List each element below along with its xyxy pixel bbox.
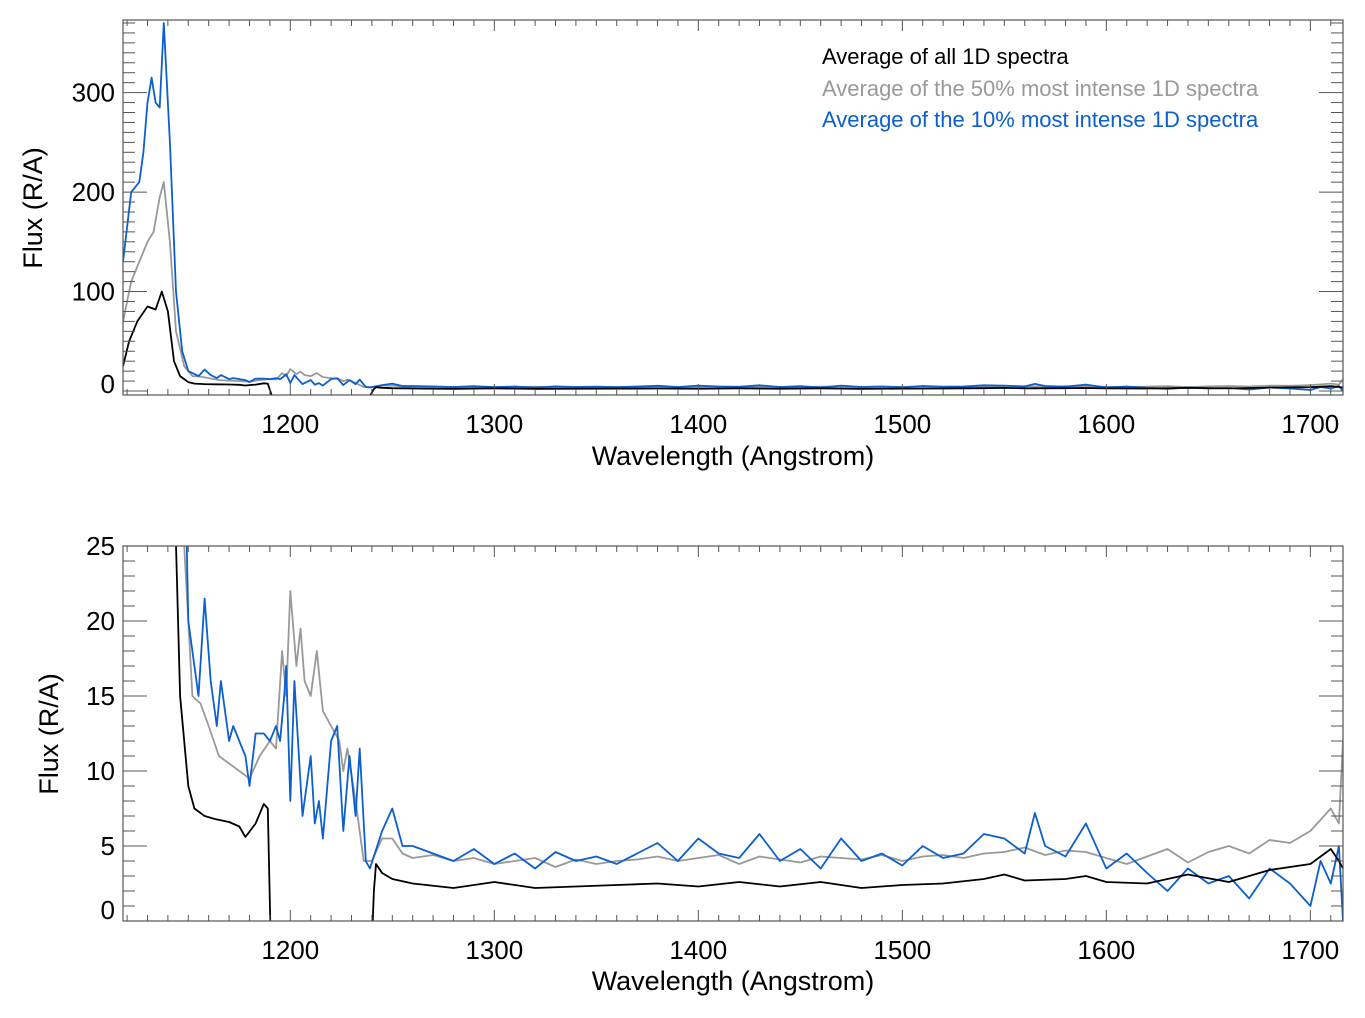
x-tick-label: 1500 (873, 935, 931, 965)
x-tick-label: 1700 (1281, 409, 1339, 439)
x-tick-label: 1200 (261, 409, 319, 439)
x-tick-label: 1700 (1281, 935, 1339, 965)
series-line-all (123, 290, 1343, 395)
y-tick-label: 0 (101, 369, 115, 399)
lower-panel: Wavelength (Angstrom) Flux (R/A) 1200 130… (34, 531, 1344, 996)
y-tick-label: 0 (101, 895, 115, 925)
series-line-10pct (185, 546, 1343, 921)
legend-entry-10pct: Average of the 10% most intense 1D spect… (822, 107, 1259, 132)
x-tick-label: 1600 (1077, 409, 1135, 439)
x-tick-label: 1400 (669, 409, 727, 439)
x-axis-label: Wavelength (Angstrom) (592, 441, 875, 471)
legend: Average of all 1D spectra Average of the… (822, 44, 1259, 132)
x-tick-label: 1200 (261, 935, 319, 965)
series-line-all (123, 546, 1343, 921)
series-line-50pct (123, 181, 1343, 389)
x-tick-label: 1300 (465, 409, 523, 439)
y-tick-label: 300 (72, 78, 115, 108)
y-tick-label: 20 (86, 606, 115, 636)
series-line-10pct (123, 22, 1343, 392)
y-tick-label: 200 (72, 177, 115, 207)
y-tick-label: 15 (86, 681, 115, 711)
y-tick-label: 25 (86, 531, 115, 561)
legend-entry-all: Average of all 1D spectra (822, 44, 1069, 69)
x-tick-label: 1400 (669, 935, 727, 965)
x-tick-label: 1300 (465, 935, 523, 965)
x-axis-label: Wavelength (Angstrom) (592, 966, 875, 996)
plot-frame (122, 19, 1344, 396)
y-tick-label: 5 (101, 831, 115, 861)
legend-entry-50pct: Average of the 50% most intense 1D spect… (822, 76, 1259, 101)
x-tick-label: 1600 (1077, 935, 1135, 965)
upper-panel: Wavelength (Angstrom) Flux (R/A) Average… (18, 19, 1344, 471)
y-tick-label: 10 (86, 756, 115, 786)
plot-frame (122, 545, 1344, 922)
y-axis-label: Flux (R/A) (34, 673, 64, 795)
y-tick-label: 100 (72, 277, 115, 307)
series-group (123, 546, 1343, 921)
x-tick-label: 1500 (873, 409, 931, 439)
y-axis-label: Flux (R/A) (18, 147, 48, 269)
